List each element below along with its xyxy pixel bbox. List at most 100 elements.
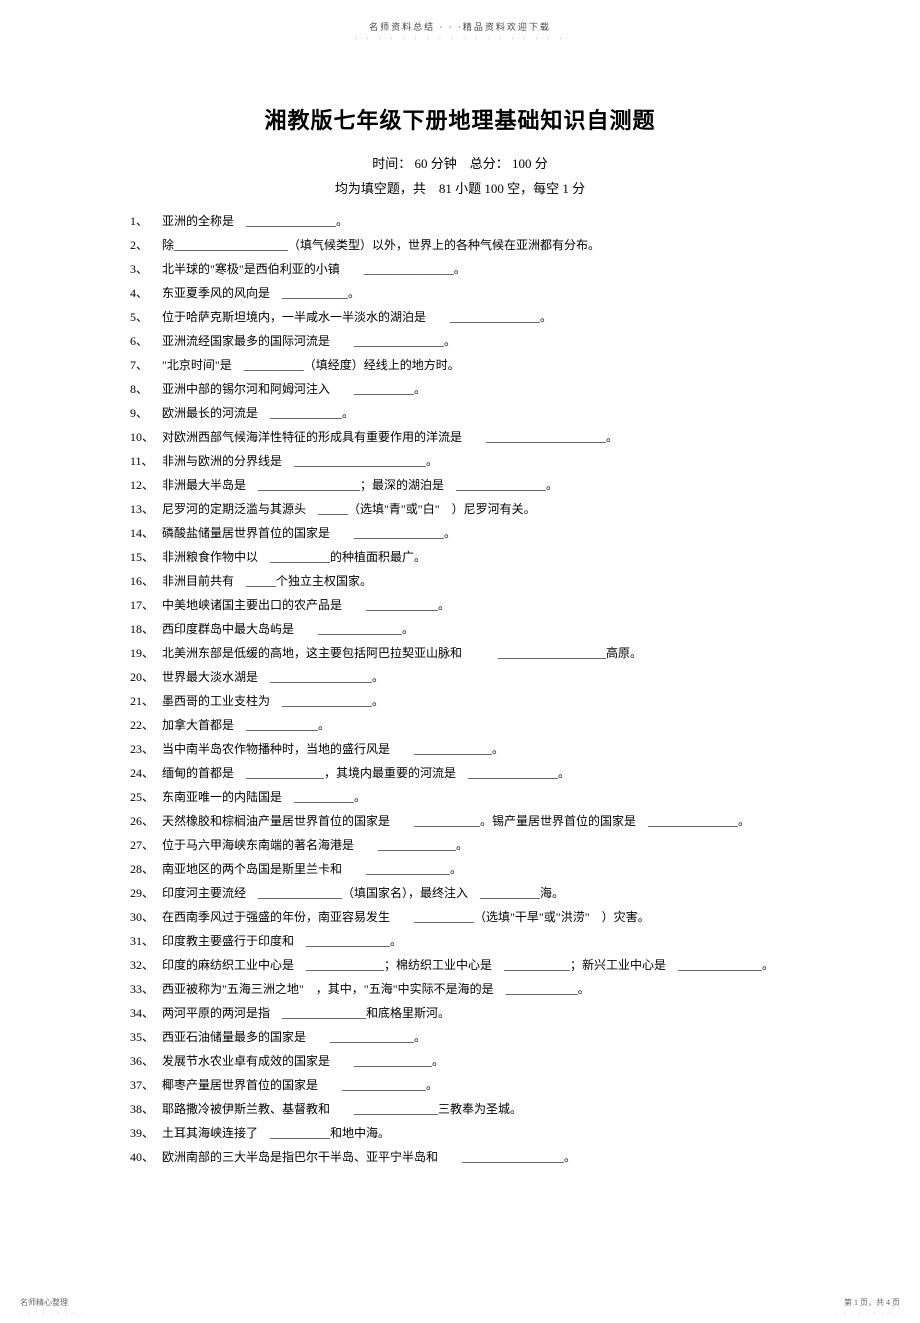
question-item: 15、非洲粮食作物中以 __________的种植面积最广。: [130, 545, 790, 569]
question-item: 2、除___________________（填气候类型）以外，世界上的各种气候…: [130, 233, 790, 257]
footer-dots-right: · · · · · · · · ·: [836, 1311, 900, 1317]
question-number: 24、: [130, 761, 162, 785]
question-number: 5、: [130, 305, 162, 329]
content-area: 湘教版七年级下册地理基础知识自测题 时间： 60 分钟 总分： 100 分 均为…: [130, 103, 790, 1169]
question-number: 37、: [130, 1073, 162, 1097]
question-item: 21、墨西哥的工业支柱为 _______________。: [130, 689, 790, 713]
question-text: 西印度群岛中最大岛屿是 ______________。: [162, 617, 790, 641]
question-item: 3、北半球的"寒极"是西伯利亚的小镇 _______________。: [130, 257, 790, 281]
question-number: 33、: [130, 977, 162, 1001]
question-text: 世界最大淡水湖是 _________________。: [162, 665, 790, 689]
question-list: 1、亚洲的全称是 _______________。2、除____________…: [130, 209, 790, 1169]
question-item: 38、耶路撒冷被伊斯兰教、基督教和 ______________三教奉为圣城。: [130, 1097, 790, 1121]
question-text: 亚洲流经国家最多的国际河流是 _______________。: [162, 329, 790, 353]
question-text: 位于马六甲海峡东南端的著名海港是 _____________。: [162, 833, 790, 857]
question-text: 亚洲的全称是 _______________。: [162, 209, 790, 233]
question-item: 18、西印度群岛中最大岛屿是 ______________。: [130, 617, 790, 641]
question-item: 20、世界最大淡水湖是 _________________。: [130, 665, 790, 689]
question-item: 17、中美地峡诸国主要出口的农产品是 ____________。: [130, 593, 790, 617]
question-text: 非洲粮食作物中以 __________的种植面积最广。: [162, 545, 790, 569]
question-number: 2、: [130, 233, 162, 257]
question-item: 8、亚洲中部的锡尔河和阿姆河注入 __________。: [130, 377, 790, 401]
question-text: 非洲最大半岛是 _________________；最深的湖泊是 _______…: [162, 473, 790, 497]
question-text: 除___________________（填气候类型）以外，世界上的各种气候在亚…: [162, 233, 790, 257]
question-text: 对欧洲西部气候海洋性特征的形成具有重要作用的洋流是 ______________…: [162, 425, 790, 449]
question-number: 29、: [130, 881, 162, 905]
question-item: 11、非洲与欧洲的分界线是 ______________________。: [130, 449, 790, 473]
question-number: 38、: [130, 1097, 162, 1121]
question-number: 30、: [130, 905, 162, 929]
question-item: 22、加拿大首都是 ____________。: [130, 713, 790, 737]
question-number: 27、: [130, 833, 162, 857]
question-number: 34、: [130, 1001, 162, 1025]
question-text: 西亚石油储量最多的国家是 ______________。: [162, 1025, 790, 1049]
question-number: 32、: [130, 953, 162, 977]
question-number: 20、: [130, 665, 162, 689]
question-number: 15、: [130, 545, 162, 569]
question-number: 23、: [130, 737, 162, 761]
question-number: 36、: [130, 1049, 162, 1073]
question-text: 磷酸盐储量居世界首位的国家是 _______________。: [162, 521, 790, 545]
question-text: 印度教主要盛行于印度和 ______________。: [162, 929, 790, 953]
page-header-text: 名师资料总结 · · ·精品资料欢迎下载: [0, 20, 920, 33]
question-text: 印度的麻纺织工业中心是 _____________；棉纺织工业中心是 _____…: [162, 953, 790, 977]
question-number: 13、: [130, 497, 162, 521]
question-number: 19、: [130, 641, 162, 665]
question-number: 21、: [130, 689, 162, 713]
question-number: 11、: [130, 449, 162, 473]
question-text: 两河平原的两河是指 ______________和底格里斯河。: [162, 1001, 790, 1025]
page-header-dots: · · · · · · · · · · · · · · · · · ·: [0, 35, 920, 43]
question-number: 4、: [130, 281, 162, 305]
question-text: 西亚被称为"五海三洲之地" ，其中，"五海"中实际不是海的是 _________…: [162, 977, 790, 1001]
question-number: 26、: [130, 809, 162, 833]
question-text: 亚洲中部的锡尔河和阿姆河注入 __________。: [162, 377, 790, 401]
question-item: 6、亚洲流经国家最多的国际河流是 _______________。: [130, 329, 790, 353]
question-number: 22、: [130, 713, 162, 737]
question-text: 中美地峡诸国主要出口的农产品是 ____________。: [162, 593, 790, 617]
question-text: 位于哈萨克斯坦境内，一半咸水一半淡水的湖泊是 _______________。: [162, 305, 790, 329]
question-number: 3、: [130, 257, 162, 281]
question-number: 16、: [130, 569, 162, 593]
question-text: 土耳其海峡连接了 __________和地中海。: [162, 1121, 790, 1145]
document-subtitle: 时间： 60 分钟 总分： 100 分: [130, 153, 790, 172]
question-item: 19、北美洲东部是低缓的高地，这主要包括阿巴拉契亚山脉和 ___________…: [130, 641, 790, 665]
question-text: 印度河主要流经 ______________（填国家名），最终注入 ______…: [162, 881, 790, 905]
question-number: 40、: [130, 1145, 162, 1169]
footer-dots-left: · · · · · · · · ·: [20, 1311, 84, 1317]
question-item: 36、发展节水农业卓有成效的国家是 _____________。: [130, 1049, 790, 1073]
question-text: 天然橡胶和棕榈油产量居世界首位的国家是 ___________。锡产量居世界首位…: [162, 809, 790, 833]
question-text: 当中南半岛农作物播种时，当地的盛行风是 _____________。: [162, 737, 790, 761]
question-item: 27、位于马六甲海峡东南端的著名海港是 _____________。: [130, 833, 790, 857]
question-item: 14、磷酸盐储量居世界首位的国家是 _______________。: [130, 521, 790, 545]
question-item: 10、对欧洲西部气候海洋性特征的形成具有重要作用的洋流是 ___________…: [130, 425, 790, 449]
question-item: 1、亚洲的全称是 _______________。: [130, 209, 790, 233]
question-item: 24、缅甸的首都是 _____________，其境内最重要的河流是 _____…: [130, 761, 790, 785]
question-item: 29、印度河主要流经 ______________（填国家名），最终注入 ___…: [130, 881, 790, 905]
question-text: 非洲目前共有 _____个独立主权国家。: [162, 569, 790, 593]
question-number: 25、: [130, 785, 162, 809]
question-text: 欧洲最长的河流是 ____________。: [162, 401, 790, 425]
question-text: 南亚地区的两个岛国是斯里兰卡和 ______________。: [162, 857, 790, 881]
question-text: 北半球的"寒极"是西伯利亚的小镇 _______________。: [162, 257, 790, 281]
question-number: 18、: [130, 617, 162, 641]
question-item: 16、非洲目前共有 _____个独立主权国家。: [130, 569, 790, 593]
question-text: 发展节水农业卓有成效的国家是 _____________。: [162, 1049, 790, 1073]
question-number: 28、: [130, 857, 162, 881]
question-text: "北京时间"是 __________（填经度）经线上的地方时。: [162, 353, 790, 377]
question-item: 33、西亚被称为"五海三洲之地" ，其中，"五海"中实际不是海的是 ______…: [130, 977, 790, 1001]
question-number: 6、: [130, 329, 162, 353]
question-item: 4、东亚夏季风的风向是 ___________。: [130, 281, 790, 305]
question-number: 39、: [130, 1121, 162, 1145]
question-text: 尼罗河的定期泛滥与其源头 _____（选填"青"或"白" ）尼罗河有关。: [162, 497, 790, 521]
document-title: 湘教版七年级下册地理基础知识自测题: [130, 103, 790, 135]
question-number: 1、: [130, 209, 162, 233]
question-item: 12、非洲最大半岛是 _________________；最深的湖泊是 ____…: [130, 473, 790, 497]
question-number: 7、: [130, 353, 162, 377]
question-number: 31、: [130, 929, 162, 953]
question-item: 13、尼罗河的定期泛滥与其源头 _____（选填"青"或"白" ）尼罗河有关。: [130, 497, 790, 521]
question-text: 墨西哥的工业支柱为 _______________。: [162, 689, 790, 713]
question-item: 9、欧洲最长的河流是 ____________。: [130, 401, 790, 425]
question-text: 北美洲东部是低缓的高地，这主要包括阿巴拉契亚山脉和 ______________…: [162, 641, 790, 665]
question-item: 34、两河平原的两河是指 ______________和底格里斯河。: [130, 1001, 790, 1025]
question-item: 5、位于哈萨克斯坦境内，一半咸水一半淡水的湖泊是 _______________…: [130, 305, 790, 329]
